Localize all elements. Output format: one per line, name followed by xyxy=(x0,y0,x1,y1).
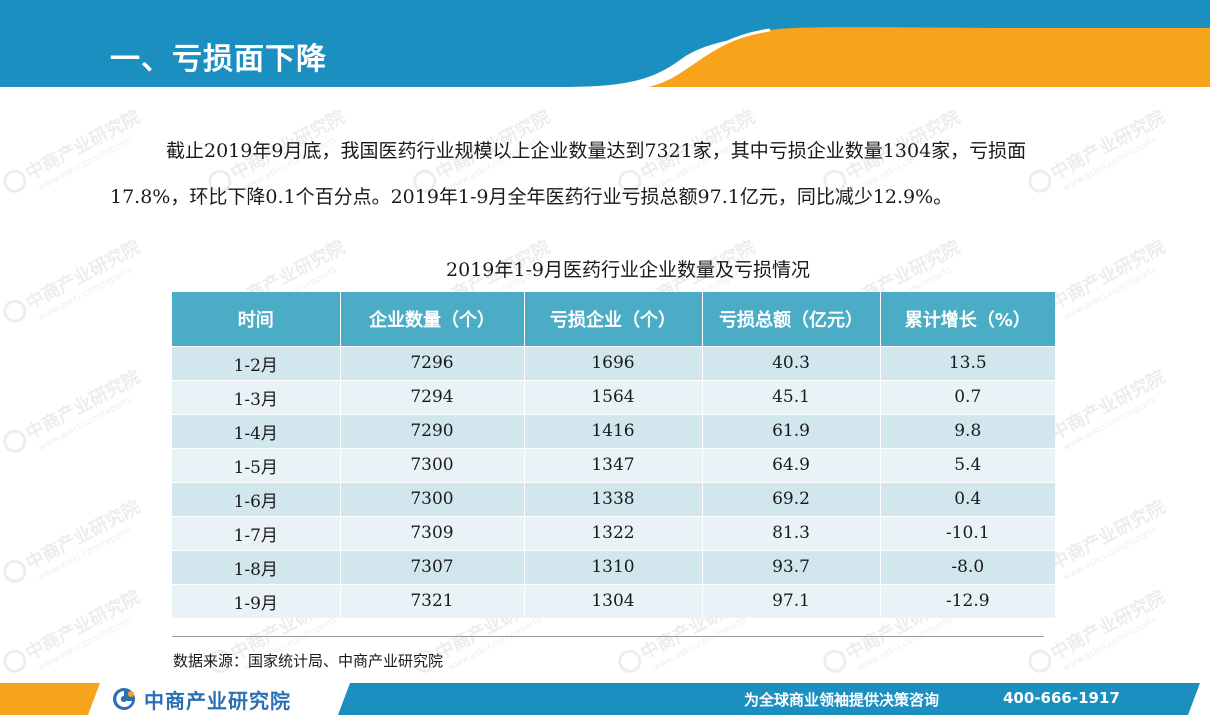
table-row: 1-9月 7321 1304 97.1 -12.9 xyxy=(172,583,1055,618)
header-banner: 一、亏损面下降 xyxy=(0,0,1210,90)
svg-text:www.askci.com/reports: www.askci.com/reports xyxy=(1062,525,1159,583)
table-cell: 7300 xyxy=(340,447,525,482)
svg-text:www.askci.com/reports: www.askci.com/reports xyxy=(37,525,134,583)
table-cell: 1304 xyxy=(524,583,703,618)
table-cell: 7296 xyxy=(340,345,525,380)
table-cell: 7321 xyxy=(340,583,525,618)
table-cell: 1-3月 xyxy=(172,379,341,414)
summary-paragraph: 截止2019年9月底，我国医药行业规模以上企业数量达到7321家，其中亏损企业数… xyxy=(110,140,1027,208)
svg-text:www.askci.com/reports: www.askci.com/reports xyxy=(1062,395,1159,453)
table-cell: 1416 xyxy=(524,413,703,448)
table-cell: 1-4月 xyxy=(172,413,341,448)
table-cell: 1-7月 xyxy=(172,515,341,550)
svg-text:www.askci.com/reports: www.askci.com/reports xyxy=(652,615,749,673)
svg-text:中商产业研究院: 中商产业研究院 xyxy=(1047,496,1169,575)
logo-text: 中商产业研究院 xyxy=(144,688,291,713)
table-cell: 1-8月 xyxy=(172,549,341,584)
header-background xyxy=(0,0,1210,90)
svg-text:www.askci.com/reports: www.askci.com/reports xyxy=(37,615,134,673)
table-cell: 1-2月 xyxy=(172,345,341,380)
svg-text:www.askci.com/reports: www.askci.com/reports xyxy=(37,395,134,453)
svg-text:www.askci.com/reports: www.askci.com/reports xyxy=(447,615,544,673)
table-row: 1-4月 7290 1416 61.9 9.8 xyxy=(172,413,1055,448)
table-title: 2019年1-9月医药行业企业数量及亏损情况 xyxy=(446,259,810,281)
table-header-row: 时间 企业数量（个） 亏损企业（个） 亏损总额（亿元） 累计增长（%） xyxy=(172,292,1055,346)
table-header-cell: 亏损总额（亿元） xyxy=(702,292,881,346)
table-header-cell: 企业数量（个） xyxy=(340,292,525,346)
table-cell: 1564 xyxy=(524,379,703,414)
table-header-cell: 累计增长（%） xyxy=(880,292,1055,346)
table-row: 1-3月 7294 1564 45.1 0.7 xyxy=(172,379,1055,414)
company-logo: 中商产业研究院 xyxy=(112,687,291,713)
svg-text:www.askci.com/reports: www.askci.com/reports xyxy=(857,615,954,673)
table-cell: 1-9月 xyxy=(172,583,341,618)
table-cell: 81.3 xyxy=(702,515,881,550)
table-header-cell: 时间 xyxy=(172,292,341,346)
table-cell: 61.9 xyxy=(702,413,881,448)
divider xyxy=(172,636,1044,637)
table-cell: 7290 xyxy=(340,413,525,448)
table-cell: 93.7 xyxy=(702,549,881,584)
svg-text:中商产业研究院: 中商产业研究院 xyxy=(22,366,144,445)
footer-background xyxy=(0,683,1200,715)
data-table: 时间 企业数量（个） 亏损企业（个） 亏损总额（亿元） 累计增长（%） 1-2月… xyxy=(172,292,1055,618)
table-cell: -10.1 xyxy=(880,515,1055,550)
table-cell: 7294 xyxy=(340,379,525,414)
table-cell: 7309 xyxy=(340,515,525,550)
table-cell: 0.7 xyxy=(880,379,1055,414)
svg-text:中商产业研究院: 中商产业研究院 xyxy=(22,496,144,575)
table-row: 1-7月 7309 1322 81.3 -10.1 xyxy=(172,515,1055,550)
table-cell: 64.9 xyxy=(702,447,881,482)
svg-text:中商产业研究院: 中商产业研究院 xyxy=(22,586,144,665)
table-cell: 40.3 xyxy=(702,345,881,380)
footer-bar xyxy=(0,683,1210,715)
table-cell: 1-6月 xyxy=(172,481,341,516)
logo-icon xyxy=(113,688,135,710)
source-note: 数据来源：国家统计局、中商产业研究院 xyxy=(173,652,444,670)
table-cell: 0.4 xyxy=(880,481,1055,516)
svg-text:中商产业研究院: 中商产业研究院 xyxy=(1047,366,1169,445)
table-cell: 1696 xyxy=(524,345,703,380)
table-cell: 1338 xyxy=(524,481,703,516)
footer-slogan: 为全球商业领袖提供决策咨询 xyxy=(744,691,940,709)
table-row: 1-6月 7300 1338 69.2 0.4 xyxy=(172,481,1055,516)
svg-text:中商产业研究院: 中商产业研究院 xyxy=(1047,586,1169,665)
table-row: 1-5月 7300 1347 64.9 5.4 xyxy=(172,447,1055,482)
table-cell: 5.4 xyxy=(880,447,1055,482)
table-cell: 7307 xyxy=(340,549,525,584)
table-cell: 69.2 xyxy=(702,481,881,516)
table-cell: -8.0 xyxy=(880,549,1055,584)
svg-text:www.askci.com/reports: www.askci.com/reports xyxy=(1062,615,1159,673)
table-cell: 1310 xyxy=(524,549,703,584)
table-cell: -12.9 xyxy=(880,583,1055,618)
table-row: 1-8月 7307 1310 93.7 -8.0 xyxy=(172,549,1055,584)
page-title: 一、亏损面下降 xyxy=(110,42,327,77)
table-cell: 9.8 xyxy=(880,413,1055,448)
table-cell: 13.5 xyxy=(880,345,1055,380)
table-cell: 1322 xyxy=(524,515,703,550)
table-cell: 97.1 xyxy=(702,583,881,618)
table-header-cell: 亏损企业（个） xyxy=(524,292,703,346)
table-cell: 7300 xyxy=(340,481,525,516)
table-cell: 45.1 xyxy=(702,379,881,414)
table-cell: 1347 xyxy=(524,447,703,482)
footer-phone: 400-666-1917 xyxy=(1003,689,1120,707)
table-cell: 1-5月 xyxy=(172,447,341,482)
table-row: 1-2月 7296 1696 40.3 13.5 xyxy=(172,345,1055,380)
